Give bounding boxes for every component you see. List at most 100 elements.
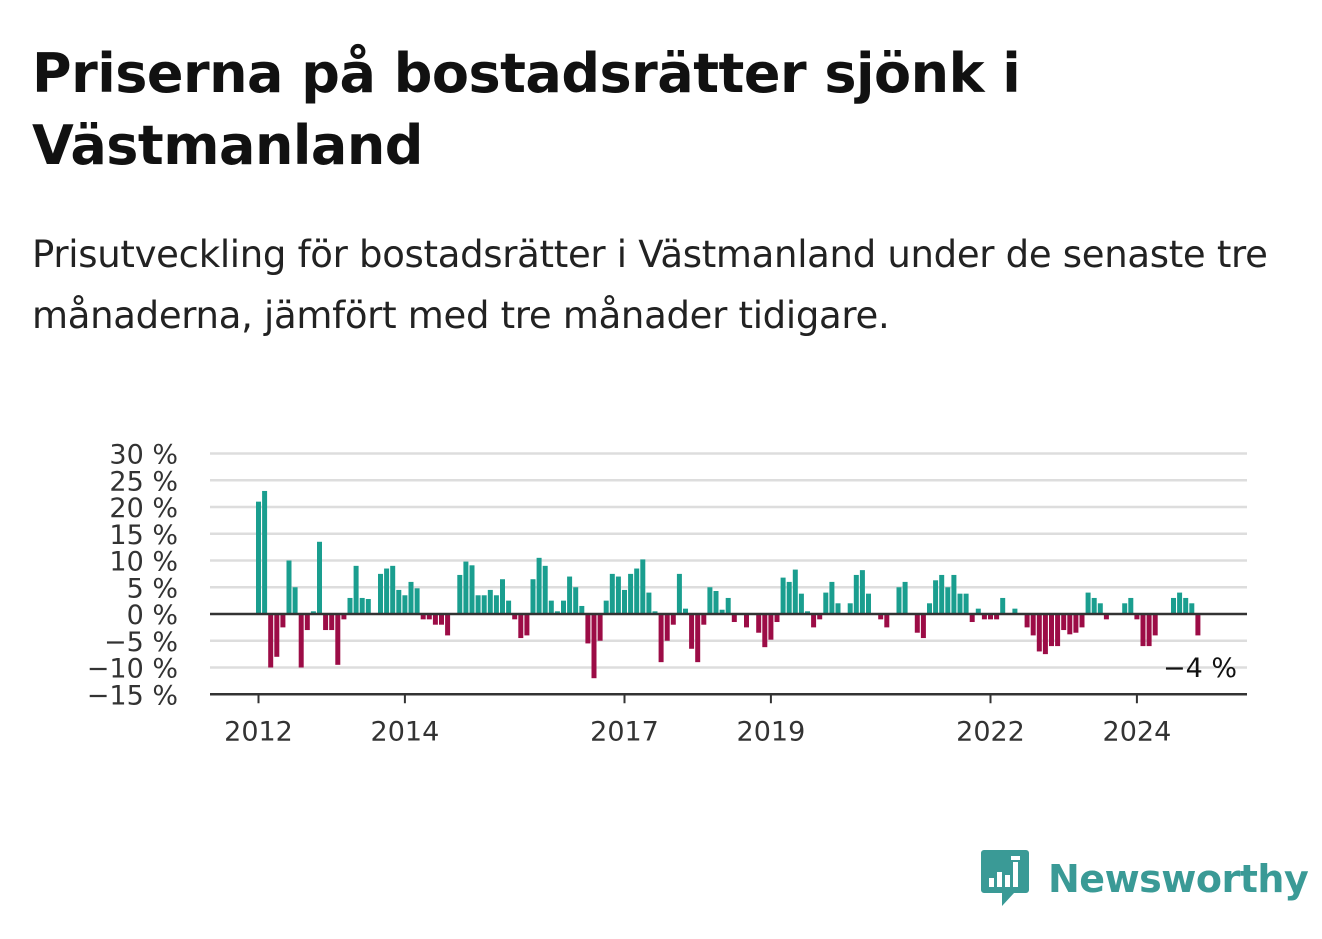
bar <box>1061 614 1067 631</box>
bar <box>1024 614 1030 628</box>
bar <box>939 574 945 614</box>
bar <box>1189 603 1195 614</box>
bar <box>457 574 463 614</box>
bar <box>945 587 951 614</box>
bar <box>1195 614 1201 636</box>
bar <box>933 580 939 614</box>
y-tick-label: 25 % <box>109 466 178 497</box>
bar <box>1036 614 1042 652</box>
bar <box>506 600 512 615</box>
bar <box>573 587 579 614</box>
bar <box>1097 603 1103 614</box>
bar <box>469 565 475 614</box>
bar <box>298 614 304 668</box>
bar <box>603 600 609 615</box>
bar <box>652 611 658 614</box>
bar <box>335 614 341 665</box>
bar <box>896 587 902 614</box>
bar <box>981 614 987 620</box>
bar <box>640 559 646 614</box>
bar <box>548 600 554 615</box>
bar <box>347 597 353 614</box>
bar <box>719 609 725 614</box>
bar <box>670 614 676 625</box>
bar <box>286 560 292 614</box>
bar <box>798 593 804 614</box>
bar <box>622 589 627 614</box>
bar <box>567 576 573 614</box>
bar <box>280 614 286 628</box>
bar <box>768 614 774 640</box>
bar <box>792 569 798 614</box>
bar <box>512 614 518 620</box>
x-tick-label: 2017 <box>590 716 659 747</box>
bar-chart: 30 %25 %20 %15 %10 %5 %0 %−5 %−10 %−15 %… <box>87 440 1247 747</box>
bar <box>292 587 298 614</box>
bar <box>676 573 682 615</box>
bar <box>829 581 835 614</box>
bars <box>256 490 1201 679</box>
bar <box>493 595 499 614</box>
bar <box>988 614 993 620</box>
bar <box>817 614 823 620</box>
bar <box>774 614 780 623</box>
bar <box>884 614 890 628</box>
bar <box>585 614 591 644</box>
x-tick-label: 2012 <box>224 716 293 747</box>
bar <box>609 573 615 615</box>
bar <box>725 597 731 614</box>
bar <box>701 614 707 625</box>
newsworthy-brand: Newsworthy <box>980 848 1309 910</box>
bar <box>591 614 597 679</box>
bar <box>304 614 310 631</box>
bar <box>664 614 670 641</box>
bar <box>341 614 347 620</box>
bar <box>524 614 530 636</box>
bar <box>500 579 505 614</box>
bar <box>1177 592 1183 614</box>
bar <box>1134 614 1140 620</box>
bar <box>634 568 640 614</box>
gridlines <box>210 452 1247 669</box>
bar <box>432 614 438 625</box>
last-value-label: −4 % <box>1163 653 1237 684</box>
bar <box>957 593 963 614</box>
bar <box>420 614 426 620</box>
bar <box>481 595 487 614</box>
y-tick-label: 15 % <box>109 520 178 551</box>
bar <box>579 605 585 614</box>
bar <box>689 614 695 649</box>
bar <box>1073 614 1079 633</box>
chart-subtitle: Prisutveckling för bostadsrätter i Västm… <box>32 233 1268 337</box>
bar <box>1122 603 1128 614</box>
bar <box>646 592 652 614</box>
bar <box>1146 614 1152 647</box>
bar <box>542 565 548 614</box>
bar <box>1183 597 1189 614</box>
bar <box>805 611 810 614</box>
y-tick-label: −15 % <box>87 680 178 711</box>
bar <box>597 614 603 641</box>
bar <box>1171 597 1176 614</box>
bar <box>1128 597 1134 614</box>
bar <box>744 614 749 628</box>
bar <box>317 541 322 614</box>
bar <box>365 599 371 614</box>
axes <box>210 612 1247 696</box>
bar <box>969 614 975 623</box>
bar <box>762 614 768 648</box>
bar <box>731 614 737 623</box>
bar <box>1140 614 1146 647</box>
x-tick-label: 2022 <box>956 716 1025 747</box>
y-tick-label: 30 % <box>109 440 178 471</box>
bar <box>353 565 359 614</box>
bar <box>780 577 786 614</box>
bar <box>914 614 920 633</box>
bar <box>396 589 402 614</box>
bar <box>963 593 969 614</box>
bar <box>878 614 884 620</box>
x-tick-label: 2024 <box>1103 716 1172 747</box>
bar <box>536 557 542 614</box>
bar <box>530 579 536 614</box>
chart-title: Priserna på bostadsrätter sjönk i Västma… <box>32 42 1021 177</box>
